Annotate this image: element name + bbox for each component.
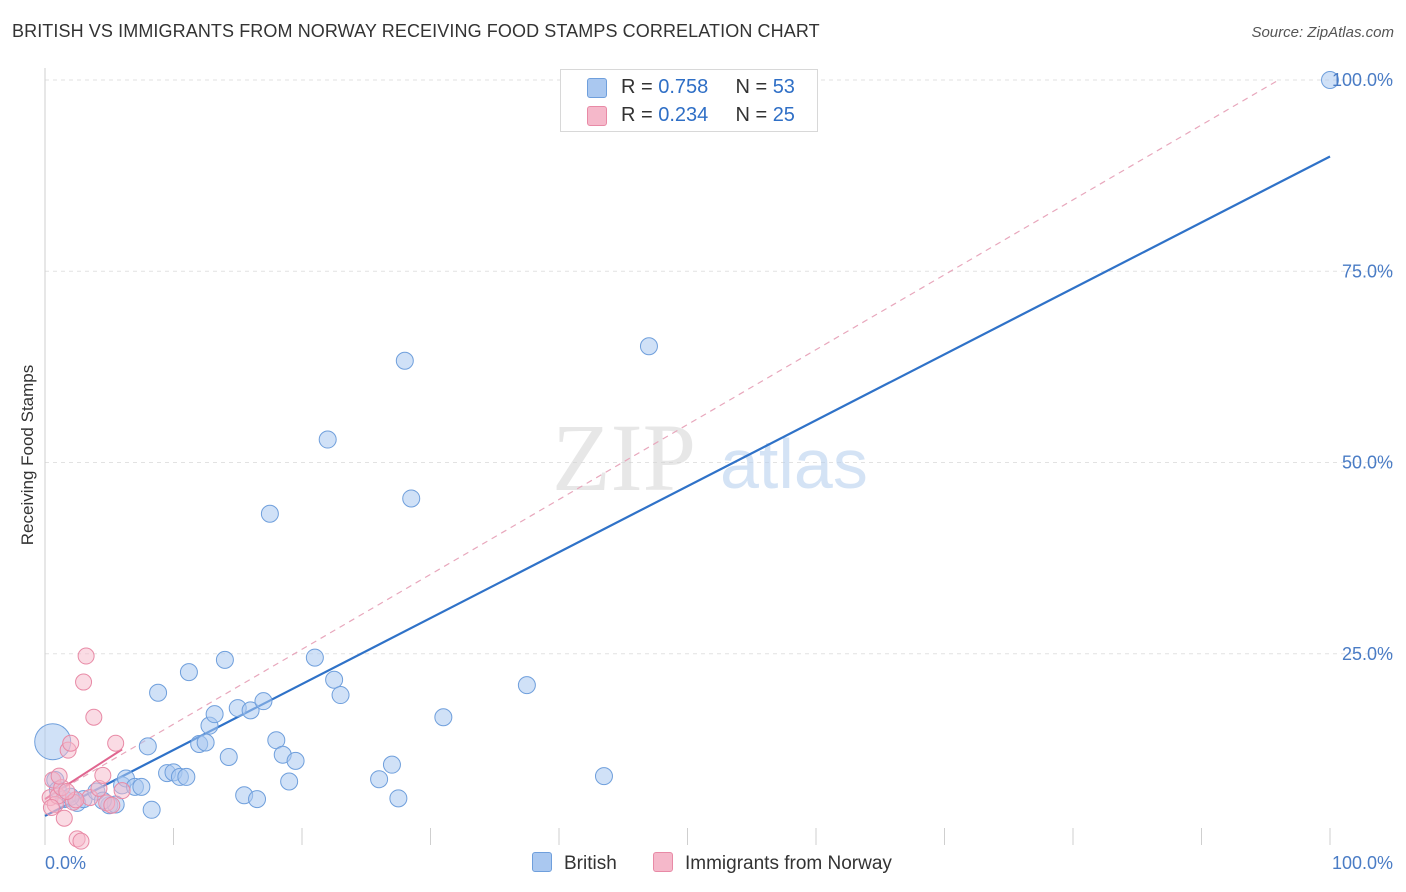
- bottom-legend-norway[interactable]: Immigrants from Norway: [653, 852, 892, 875]
- british-point: [215, 650, 234, 669]
- british-point: [179, 663, 198, 682]
- norway-point: [85, 708, 103, 726]
- british-point: [325, 670, 344, 689]
- source-label: Source: ZipAtlas.com: [1251, 24, 1394, 41]
- bottom-legend-label-norway: Immigrants from Norway: [685, 853, 892, 874]
- y-tick-label: 75.0%: [1342, 261, 1393, 281]
- british-point: [219, 748, 238, 767]
- y-tick-label: 50.0%: [1342, 453, 1393, 473]
- chart-title: BRITISH VS IMMIGRANTS FROM NORWAY RECEIV…: [12, 21, 820, 41]
- legend-british-r-label: R =: [621, 76, 659, 98]
- x-tick-label: 100.0%: [1332, 853, 1393, 873]
- british-point: [177, 767, 196, 786]
- norway-point: [42, 799, 60, 817]
- tick-labels: 25.0% 50.0% 75.0% 100.0% 0.0% 100.0%: [45, 70, 1393, 873]
- data-points: [34, 71, 1339, 850]
- norway-point: [107, 734, 125, 752]
- norway-point: [72, 832, 90, 850]
- stats-legend: R = 0.758 N = 53 R = 0.234 N = 25: [560, 69, 818, 132]
- british-point: [382, 755, 401, 774]
- british-point: [318, 430, 337, 449]
- british-point: [142, 800, 161, 819]
- legend-norway-n-value: 25: [772, 104, 795, 126]
- british-point: [331, 686, 350, 705]
- legend-british-n-label: N =: [735, 76, 773, 98]
- british-point: [196, 733, 215, 752]
- british-point: [260, 504, 279, 523]
- british-point: [389, 789, 408, 808]
- british-point: [395, 351, 414, 370]
- legend-swatch-british: [587, 78, 607, 98]
- bottom-legend-label-british: British: [564, 853, 617, 874]
- norway-trendline-extended: [44, 79, 1279, 800]
- norway-point: [77, 647, 95, 665]
- british-point: [594, 767, 613, 786]
- watermark: ZIP atlas: [552, 404, 868, 511]
- norway-point: [62, 734, 80, 752]
- british-point: [370, 770, 389, 789]
- british-point: [517, 676, 536, 695]
- axes: [44, 68, 1331, 845]
- british-point: [1321, 71, 1339, 89]
- y-tick-label: 25.0%: [1342, 644, 1393, 664]
- watermark-zip: ZIP: [552, 404, 696, 511]
- british-point: [149, 683, 168, 702]
- norway-point: [50, 767, 68, 785]
- british-point: [241, 701, 260, 720]
- legend-british-n-value: 53: [772, 76, 795, 98]
- y-axis-label: Receiving Food Stamps: [18, 364, 37, 546]
- legend-norway-r-value: 0.234: [658, 104, 709, 126]
- bottom-legend-swatch-norway: [653, 852, 673, 872]
- norway-point: [55, 809, 73, 827]
- bottom-legend-british[interactable]: British: [532, 852, 617, 875]
- norway-point: [113, 782, 131, 800]
- grid-lines: [45, 79, 1395, 655]
- y-tick-label: 100.0%: [1332, 70, 1393, 90]
- british-point: [286, 751, 305, 770]
- british-point: [280, 772, 299, 791]
- norway-point: [103, 796, 121, 814]
- british-point: [205, 705, 224, 724]
- bottom-legend-swatch-british: [532, 852, 552, 872]
- british-point: [132, 777, 151, 796]
- british-point: [248, 790, 267, 809]
- british-point: [305, 648, 324, 667]
- british-point: [254, 692, 273, 711]
- norway-point: [94, 766, 112, 784]
- legend-norway-r-label: R =: [621, 104, 659, 126]
- british-point: [138, 737, 157, 756]
- british-point: [402, 489, 421, 508]
- legend-swatch-norway: [587, 106, 607, 126]
- british-point: [639, 337, 658, 356]
- norway-point: [75, 673, 93, 691]
- watermark-atlas: atlas: [720, 425, 868, 503]
- legend-british-r-value: 0.758: [658, 76, 709, 98]
- british-point: [434, 708, 453, 727]
- norway-point: [58, 782, 76, 800]
- x-tick-label: 0.0%: [45, 853, 86, 873]
- legend-norway-n-label: N =: [735, 104, 773, 126]
